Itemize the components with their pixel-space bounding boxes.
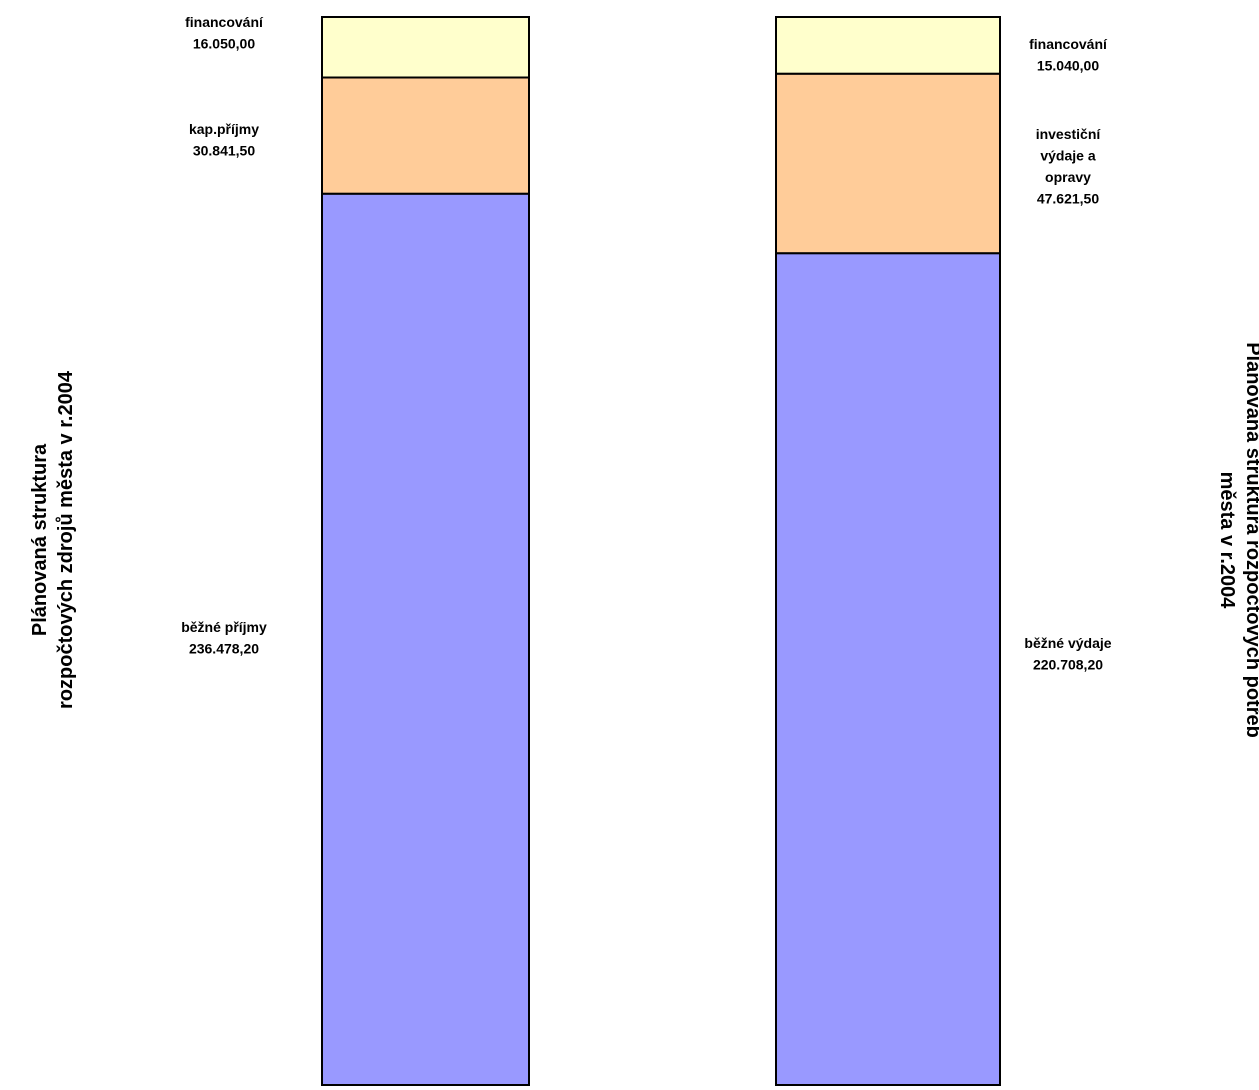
bar-2-segment-2-label: investiční výdaje a opravy 47.621,50: [1036, 126, 1102, 207]
bar-group-1: běžné příjmy 236.478,20 kap.příjmy 30.841,5…: [181, 14, 530, 1086]
bar-2-title: Plánovaná struktura rozpočtových potřebm…: [1216, 342, 1259, 738]
bar-2-segment-3-label: financování 15.040,00: [1029, 36, 1108, 74]
bar-1-segment-2: [321, 76, 530, 195]
bar-1-segment-3-label: financování 16.050,00: [185, 14, 264, 52]
bar-2-segment-1-label: běžné výdaje 220.708,20: [1024, 635, 1111, 673]
bar-1-segment-2-label: kap.příjmy 30.841,50: [189, 121, 259, 159]
bar-1-segment-3: [321, 16, 530, 79]
bar-2-segment-2: [775, 72, 1001, 255]
bar-1-segment-1: [321, 192, 530, 1086]
bar-group-2: běžné výdaje 220.708,20 investiční výdaje a…: [775, 16, 1112, 1086]
bar-1-title: Plánovaná struktura rozpočtových zdrojů m…: [29, 370, 77, 709]
bar-1-segment-1-label: běžné příjmy 236.478,20: [181, 619, 267, 657]
bar-2-segment-3: [775, 16, 1001, 75]
bar-2-segment-1: [775, 252, 1001, 1086]
